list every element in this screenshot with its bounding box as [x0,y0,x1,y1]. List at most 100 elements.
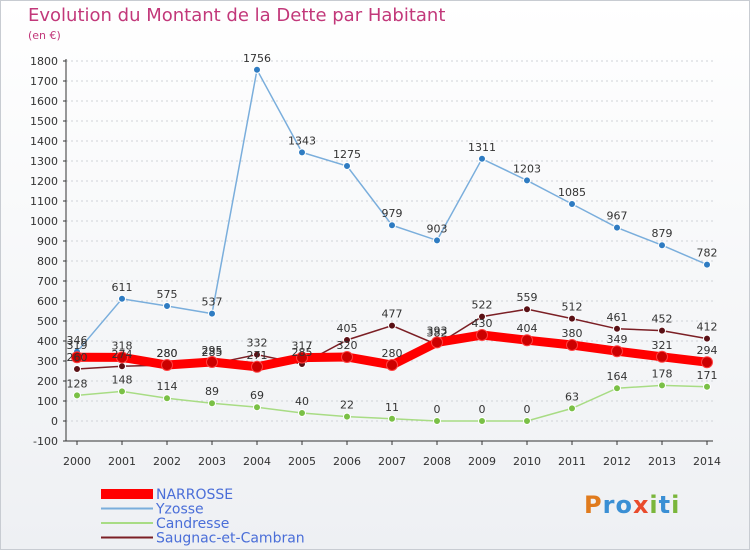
legend-label: Candresse [156,516,229,532]
x-tick-label: 2013 [648,455,676,468]
data-point [343,336,351,344]
y-tick-label: 1200 [30,175,58,188]
data-point [433,417,441,425]
data-point [701,356,713,369]
data-point [703,260,711,269]
y-tick-label: 1800 [30,55,58,68]
data-label: 559 [517,291,538,304]
data-label: 346 [67,334,88,347]
data-label: 295 [202,344,223,357]
data-point [73,391,81,400]
data-point [116,351,128,364]
data-label: 69 [250,389,264,402]
legend-label: NARROSSE [156,487,233,503]
y-tick-label: 1100 [30,195,58,208]
data-point [568,314,576,323]
data-point [208,309,216,318]
y-tick-label: 700 [37,275,58,288]
x-tick-label: 2002 [153,455,181,468]
data-point [296,351,308,364]
data-point [208,399,216,408]
data-point [658,326,666,335]
data-point [253,403,261,412]
data-label: 178 [652,367,673,380]
x-tick-label: 2001 [108,455,136,468]
y-tick-label: 1500 [30,115,58,128]
y-tick-label: 100 [37,395,58,408]
data-label: 317 [292,340,313,353]
data-label: 967 [607,210,628,223]
data-point [118,294,126,303]
data-label: 979 [382,207,403,220]
data-label: 405 [337,322,358,335]
data-point [253,350,261,359]
data-label: 461 [607,311,628,324]
proxiti-logo: Proxiti [584,491,681,519]
data-label: 1275 [333,148,361,161]
data-label: 89 [205,385,219,398]
y-tick-label: 600 [37,295,58,308]
data-point [73,365,81,373]
data-point [163,394,171,403]
data-label: 285 [202,346,223,359]
data-label: 22 [340,399,354,412]
data-label: 0 [479,403,486,416]
data-label: 611 [112,281,133,294]
data-point [431,336,443,349]
x-tick-label: 2008 [423,455,451,468]
y-tick-label: 1300 [30,155,58,168]
data-point [298,409,306,417]
y-tick-label: 1400 [30,135,58,148]
x-tick-label: 2005 [288,455,316,468]
data-label: 522 [472,299,493,312]
data-point [118,387,126,396]
x-tick-label: 2010 [513,455,541,468]
data-point [298,148,306,157]
data-label: 404 [517,322,538,335]
data-point [613,324,621,333]
data-label: 1756 [243,52,271,65]
data-label: 128 [67,377,88,390]
data-label: 1343 [288,134,316,147]
data-point [341,351,353,363]
data-point [251,360,263,373]
data-label: 271 [247,349,268,362]
data-point [568,404,576,413]
data-point [388,321,396,330]
data-label: 349 [607,333,628,346]
data-point [568,200,576,208]
data-point [478,417,486,425]
y-tick-label: 300 [37,355,58,368]
data-label: 171 [697,369,718,382]
data-point [613,223,621,232]
data-point [656,350,668,363]
data-label: 11 [385,401,399,414]
data-label: 452 [652,313,673,326]
data-label: 1085 [558,186,586,199]
data-label: 1311 [468,141,496,154]
data-label: 575 [157,288,178,301]
y-tick-label: 400 [37,335,58,348]
data-label: 0 [434,403,441,416]
data-label: 380 [562,327,583,340]
data-label: 40 [295,395,309,408]
x-tick-label: 2007 [378,455,406,468]
data-label: 0 [524,403,531,416]
legend-swatch [101,489,153,499]
data-label: 294 [697,344,718,357]
data-point [521,334,533,347]
legend-label: Saugnac-et-Cambran [156,531,305,547]
data-label: 512 [562,301,583,314]
data-label: 285 [292,346,313,359]
data-label: 164 [607,370,628,383]
data-point [433,236,441,245]
data-point [478,312,486,321]
data-label: 318 [112,339,133,352]
data-label: 537 [202,296,223,309]
data-label: 319 [67,339,88,352]
x-tick-label: 2006 [333,455,361,468]
data-label: 321 [652,339,673,352]
x-tick-label: 2003 [198,455,226,468]
x-tick-label: 2009 [468,455,496,468]
